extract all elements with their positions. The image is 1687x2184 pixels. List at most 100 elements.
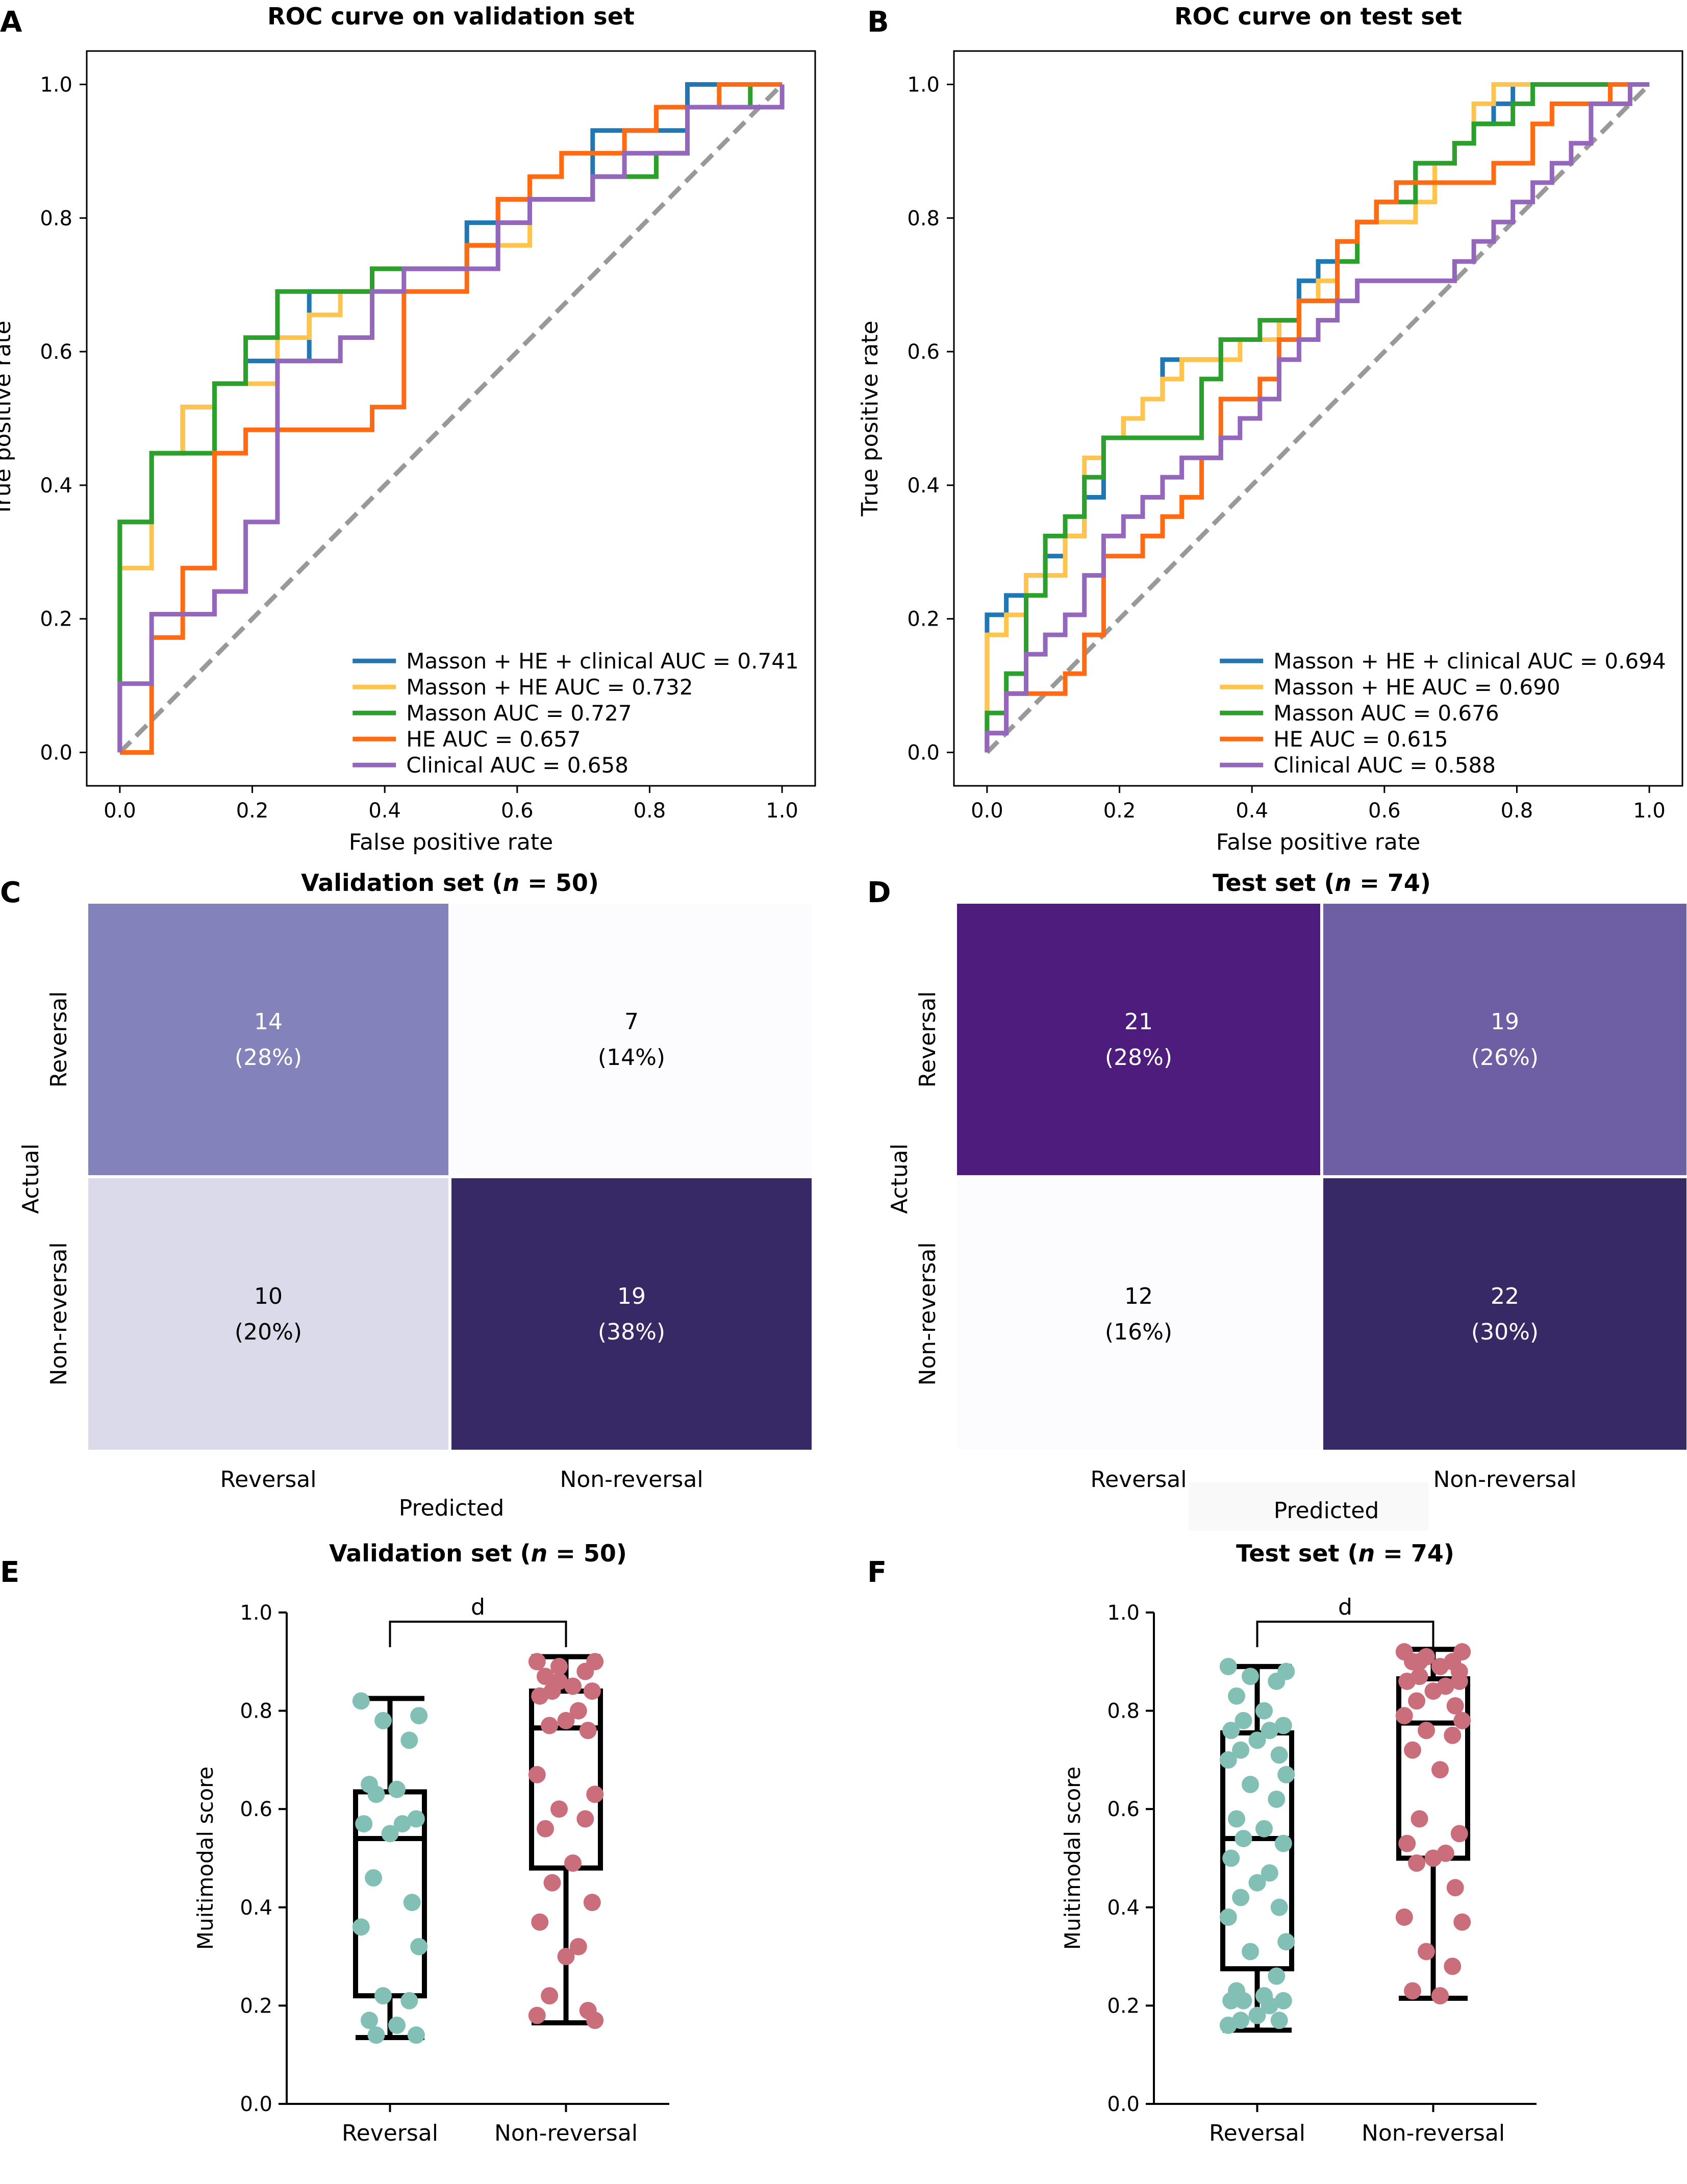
- data-point: [531, 1913, 549, 1931]
- x-tick-label: 0.6: [1368, 799, 1401, 823]
- data-point: [403, 1894, 421, 1912]
- chart-title: ROC curve on test set: [1174, 3, 1462, 30]
- data-point: [576, 1810, 594, 1828]
- x-tick-label: 0.2: [1103, 799, 1136, 823]
- data-point: [1431, 1657, 1449, 1675]
- data-point: [1261, 1864, 1278, 1882]
- data-point: [1261, 1997, 1278, 2015]
- plot-frame: [953, 50, 1683, 787]
- y-tick-label: 0.4: [907, 474, 940, 498]
- confusion-matrix-c: Validation set (n = 50) 14 (28%) 7 (14%) 10 (2…: [18, 869, 815, 1521]
- y-axis-label: Actual: [18, 1144, 44, 1214]
- data-point: [586, 2012, 604, 2029]
- roc-series-line-2: [985, 82, 1650, 753]
- data-point: [410, 1707, 428, 1725]
- data-point: [1255, 1702, 1273, 1720]
- data-point: [541, 1717, 559, 1734]
- significance-label: d: [471, 1594, 485, 1620]
- panel-letter-c: C: [0, 876, 21, 909]
- x-axis-label: Predicted: [399, 1495, 505, 1521]
- data-point: [1248, 1874, 1266, 1892]
- confusion-matrix-d: Test set (n = 74) 21 (28%) 19 (26%) 12 (16%) 22…: [887, 869, 1687, 1531]
- y-axis-label: True positive rate: [857, 320, 883, 516]
- data-point: [393, 1815, 411, 1833]
- data-point: [1446, 1879, 1464, 1897]
- data-point: [528, 1653, 546, 1671]
- roc-series-line-4: [117, 84, 785, 753]
- legend-label: Masson AUC = 0.676: [1273, 701, 1499, 726]
- data-point: [1222, 1992, 1240, 2009]
- data-point: [550, 1657, 568, 1675]
- y-tick-label: 0.2: [1107, 1994, 1140, 2018]
- x-tick-label: 1.0: [1633, 799, 1666, 823]
- data-point: [550, 1800, 568, 1818]
- diagonal-reference-line: [118, 83, 784, 754]
- predicted-label-background: [1189, 1482, 1428, 1531]
- significance-label: d: [1338, 1594, 1352, 1620]
- data-point: [537, 1668, 554, 1685]
- cell-count: 19: [617, 1283, 646, 1309]
- data-point: [1395, 1707, 1413, 1725]
- chart-title: Validation set (n = 50): [301, 869, 599, 897]
- cell-percent: (20%): [235, 1319, 302, 1345]
- data-point: [586, 1785, 604, 1803]
- data-point: [374, 1987, 392, 2005]
- data-point: [1235, 1992, 1252, 2009]
- data-point: [407, 2026, 425, 2044]
- data-point: [564, 1854, 582, 1872]
- data-point: [1411, 1653, 1428, 1671]
- data-point: [1232, 1889, 1250, 1906]
- significance-bracket: [389, 1621, 567, 1647]
- matrix-cell: [85, 901, 451, 1178]
- matrix-cell: [954, 1175, 1323, 1453]
- data-point: [388, 1780, 406, 1798]
- data-point: [1248, 1731, 1266, 1749]
- row-label: Reversal: [915, 991, 941, 1088]
- y-tick-label: 1.0: [1107, 1601, 1140, 1625]
- cell-percent: (28%): [1105, 1045, 1172, 1071]
- data-point: [1444, 1726, 1462, 1744]
- data-point: [367, 2026, 385, 2044]
- cell-percent: (16%): [1105, 1319, 1172, 1345]
- data-point: [1228, 1810, 1245, 1828]
- y-tick-label: 0.2: [240, 1994, 272, 2018]
- matrix-cell: [1320, 1175, 1687, 1453]
- significance-bracket: [1256, 1621, 1434, 1647]
- box-strip-chart-f: Test set (n = 74) 0.0 0.2 0.4 0.6 0.8 1.0 Muiti…: [1060, 1540, 1537, 2146]
- x-axis-label: Predicted: [1274, 1498, 1379, 1524]
- data-point: [569, 1938, 587, 1955]
- data-point: [1424, 1682, 1442, 1700]
- x-tick-label: 0.4: [1236, 799, 1268, 823]
- panel-letter-a: A: [0, 6, 22, 39]
- data-point: [1270, 1898, 1288, 1916]
- data-point: [352, 1918, 370, 1936]
- roc-series-line-3: [985, 82, 1650, 753]
- y-tick-label: 0.6: [1107, 1798, 1140, 1821]
- data-point: [557, 1711, 575, 1729]
- data-point: [1277, 1933, 1295, 1951]
- data-point: [1450, 1662, 1468, 1680]
- data-point: [381, 1825, 399, 1843]
- data-point: [407, 1810, 425, 1828]
- y-tick-label: 0.8: [40, 207, 72, 230]
- panel-letter-f: F: [867, 1556, 887, 1589]
- data-point: [1235, 1829, 1252, 1847]
- data-point: [528, 1766, 546, 1783]
- cell-count: 22: [1491, 1283, 1519, 1309]
- cell-percent: (38%): [598, 1319, 665, 1345]
- y-tick-label: 0.4: [1107, 1896, 1140, 1920]
- data-point: [1255, 1820, 1273, 1838]
- matrix-cell: [448, 1175, 815, 1453]
- data-point: [1404, 1982, 1421, 2000]
- data-point: [1242, 1668, 1259, 1685]
- data-point: [352, 1692, 370, 1710]
- legend-label: Masson + HE AUC = 0.690: [1273, 675, 1560, 700]
- chart-title: Validation set (n = 50): [329, 1540, 627, 1567]
- cell-percent: (28%): [235, 1045, 302, 1071]
- data-point: [365, 1869, 383, 1887]
- data-point: [374, 1711, 392, 1729]
- data-point: [550, 1672, 568, 1690]
- data-point: [1418, 1722, 1435, 1740]
- data-point: [1431, 1761, 1449, 1779]
